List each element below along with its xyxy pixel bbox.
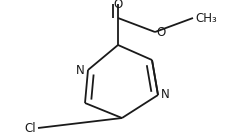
Text: N: N xyxy=(160,88,169,102)
Text: O: O xyxy=(113,0,122,10)
Text: CH₃: CH₃ xyxy=(194,11,216,25)
Text: N: N xyxy=(76,63,85,76)
Text: O: O xyxy=(155,26,164,39)
Text: Cl: Cl xyxy=(24,121,36,135)
